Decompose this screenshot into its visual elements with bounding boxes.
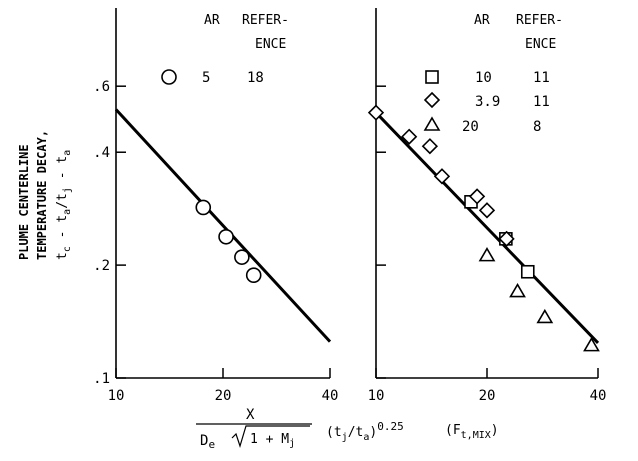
legend-reference-value: 11 bbox=[533, 70, 550, 86]
legend-square-marker bbox=[425, 70, 439, 84]
data-point-diamond bbox=[421, 138, 439, 155]
x-tick-label: 20 bbox=[479, 388, 496, 404]
x-tick-label: 20 bbox=[215, 388, 232, 404]
x-axis-title-radicand: 1 + Mj bbox=[250, 432, 295, 449]
y-tick-label: .1 bbox=[93, 371, 110, 387]
data-point-triangle bbox=[536, 308, 554, 324]
right-x-tick-labels: 10 20 40 bbox=[368, 388, 607, 404]
y-axis-title-formula: tc - ta/tj - ta bbox=[55, 150, 73, 260]
fit-line bbox=[114, 108, 332, 343]
left-y-tick-labels: .1 .2 .4 .6 bbox=[93, 79, 110, 387]
data-point-triangle bbox=[478, 247, 496, 262]
y-axis-title-line2: TEMPERATURE DECAY, bbox=[35, 130, 49, 260]
data-point-circle bbox=[195, 199, 212, 216]
right-y-ticks bbox=[376, 85, 386, 379]
right-fit-line bbox=[374, 111, 600, 345]
right-x-ticks bbox=[375, 368, 599, 378]
legend-circle-marker bbox=[161, 69, 177, 85]
x-axis-title-sqrt-sign bbox=[231, 425, 310, 448]
x-axis-title-numerator: X bbox=[246, 407, 255, 423]
x-axis-title: X De 1 + Mj (tj/ta)0.25 (Ft,MIX) bbox=[196, 407, 499, 451]
legend-reference-value: 18 bbox=[247, 70, 264, 86]
x-axis-title-de: De bbox=[200, 433, 215, 451]
data-point-triangle bbox=[583, 337, 600, 352]
legend-reference-value: 8 bbox=[533, 119, 541, 135]
right-legend-header-reference-line2: ENCE bbox=[525, 37, 556, 52]
x-tick-label: 10 bbox=[368, 388, 385, 404]
y-tick-label: .4 bbox=[93, 145, 110, 161]
left-legend-header-ar: AR bbox=[204, 13, 220, 28]
y-axis-title: PLUME CENTERLINE TEMPERATURE DECAY, tc -… bbox=[17, 130, 73, 260]
left-y-ticks bbox=[116, 85, 126, 379]
data-point-circle bbox=[234, 249, 250, 265]
data-point-circle bbox=[245, 267, 262, 283]
x-tick-label: 10 bbox=[108, 388, 125, 404]
data-point-diamond bbox=[498, 230, 515, 247]
left-legend: AR REFER- ENCE 5 18 bbox=[161, 13, 289, 86]
x-tick-label: 40 bbox=[590, 388, 607, 404]
data-point-diamond bbox=[468, 188, 486, 205]
data-point-diamond bbox=[367, 104, 385, 121]
data-point-diamond bbox=[433, 168, 451, 185]
y-axis-title-line1: PLUME CENTERLINE bbox=[17, 144, 31, 260]
legend-ar-value: 3.9 bbox=[475, 94, 500, 110]
legend-diamond-marker bbox=[423, 91, 441, 109]
right-legend-header-ar: AR bbox=[474, 13, 490, 28]
left-data-points bbox=[195, 199, 262, 283]
data-point-square bbox=[520, 264, 535, 279]
left-panel: .1 .2 .4 .6 10 20 40 AR REFER- ENCE 5 18 bbox=[93, 8, 338, 404]
left-x-ticks bbox=[115, 368, 331, 378]
right-panel: 10 20 40 AR REFER- ENCE 10 11 3.9 11 20 8 bbox=[367, 8, 607, 404]
legend-triangle-marker bbox=[423, 116, 441, 131]
data-point-diamond bbox=[478, 202, 496, 219]
left-fit-line bbox=[114, 108, 332, 343]
data-point-diamond bbox=[401, 128, 418, 145]
y-tick-label: .2 bbox=[93, 258, 110, 274]
left-legend-header-reference: REFER- bbox=[242, 13, 289, 28]
data-point-triangle bbox=[509, 282, 526, 298]
legend-ar-value: 20 bbox=[462, 119, 479, 135]
left-x-tick-labels: 10 20 40 bbox=[108, 388, 339, 404]
legend-reference-value: 11 bbox=[533, 94, 550, 110]
x-tick-label: 40 bbox=[322, 388, 339, 404]
right-legend-header-reference: REFER- bbox=[516, 13, 563, 28]
left-legend-header-reference-line2: ENCE bbox=[255, 37, 286, 52]
x-axis-title-temperature-factor: (tj/ta)0.25 bbox=[326, 420, 404, 443]
legend-ar-value: 5 bbox=[202, 70, 210, 86]
y-tick-label: .6 bbox=[93, 79, 110, 95]
legend-ar-value: 10 bbox=[475, 70, 492, 86]
data-point-circle bbox=[218, 228, 234, 245]
right-legend: AR REFER- ENCE 10 11 3.9 11 20 8 bbox=[423, 13, 563, 135]
fit-line bbox=[374, 111, 600, 345]
right-data-points bbox=[367, 104, 600, 352]
x-axis-title-ft-mix-factor: (Ft,MIX) bbox=[445, 423, 499, 441]
